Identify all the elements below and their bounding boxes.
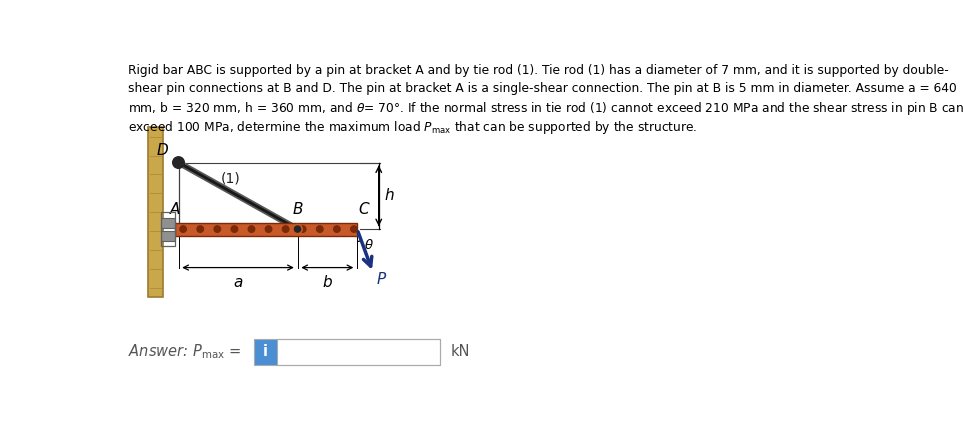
Circle shape: [293, 224, 302, 234]
Circle shape: [317, 226, 323, 232]
Text: Answer: $P_{\mathrm{max}}$ =: Answer: $P_{\mathrm{max}}$ =: [128, 343, 242, 361]
Text: C: C: [358, 202, 369, 217]
Text: Rigid bar ABC is supported by a pin at bracket A and by tie rod (1). Tie rod (1): Rigid bar ABC is supported by a pin at b…: [128, 64, 949, 77]
Circle shape: [265, 226, 272, 232]
Circle shape: [295, 226, 300, 232]
Bar: [161, 231, 175, 241]
Text: h: h: [385, 188, 395, 203]
Circle shape: [172, 157, 184, 168]
Circle shape: [214, 226, 221, 232]
Text: shear pin connections at B and D. The pin at bracket A is a single-shear connect: shear pin connections at B and D. The pi…: [128, 83, 957, 95]
Text: D: D: [157, 143, 169, 158]
Bar: [253, 339, 277, 364]
Text: (1): (1): [221, 172, 240, 186]
Circle shape: [248, 226, 255, 232]
Bar: [161, 218, 175, 227]
Text: $\theta$: $\theta$: [364, 238, 374, 252]
Circle shape: [231, 226, 238, 232]
Circle shape: [333, 226, 340, 232]
Text: P: P: [377, 273, 386, 288]
Text: exceed 100 MPa, determine the maximum load $P_{\mathrm{max}}$ that can be suppor: exceed 100 MPa, determine the maximum lo…: [128, 119, 697, 136]
Text: i: i: [263, 344, 268, 359]
Bar: [277, 339, 440, 364]
Circle shape: [282, 226, 289, 232]
Bar: [253, 339, 440, 364]
Circle shape: [197, 226, 203, 232]
Text: a: a: [233, 275, 243, 290]
Text: kN: kN: [451, 344, 470, 359]
Circle shape: [351, 226, 357, 232]
Bar: [175, 223, 357, 235]
Text: mm, b = 320 mm, h = 360 mm, and $\theta$= 70°. If the normal stress in tie rod (: mm, b = 320 mm, h = 360 mm, and $\theta$…: [128, 100, 963, 117]
Circle shape: [299, 226, 306, 232]
Bar: [161, 212, 175, 246]
Text: B: B: [293, 202, 302, 217]
Text: b: b: [323, 275, 332, 290]
Circle shape: [180, 226, 187, 232]
Text: A: A: [169, 202, 180, 217]
Bar: [147, 128, 163, 297]
